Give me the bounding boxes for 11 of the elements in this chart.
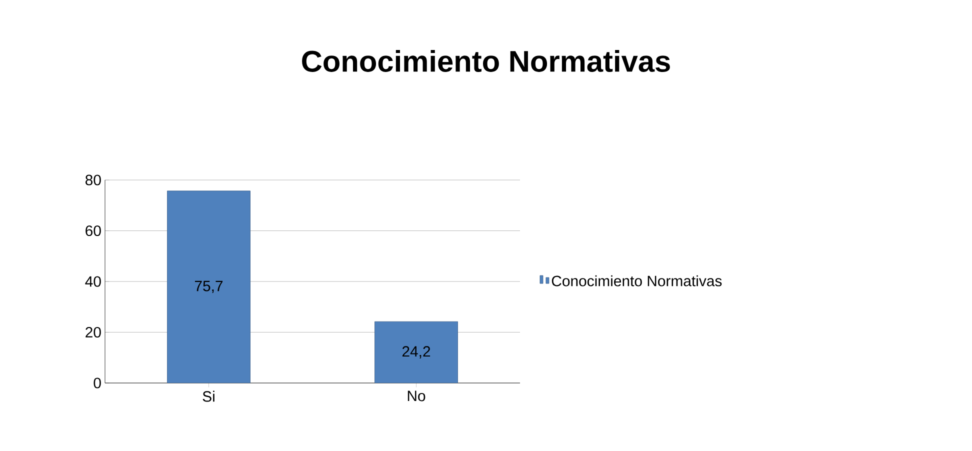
legend-label: Conocimiento Normativas [552, 275, 722, 286]
y-tick-label: 0 [94, 378, 101, 388]
x-tick-label: Si [202, 390, 214, 402]
y-tick-label: 40 [85, 276, 101, 287]
data-label: 24,2 [402, 346, 430, 358]
x-tick-label: No [408, 390, 426, 402]
y-tick-label: 80 [86, 174, 101, 186]
chart-title: Conocimiento Normativas [302, 50, 670, 72]
data-label: 75,7 [194, 280, 223, 294]
y-tick-label: 20 [86, 326, 101, 338]
y-tick-label: 60 [86, 225, 101, 236]
